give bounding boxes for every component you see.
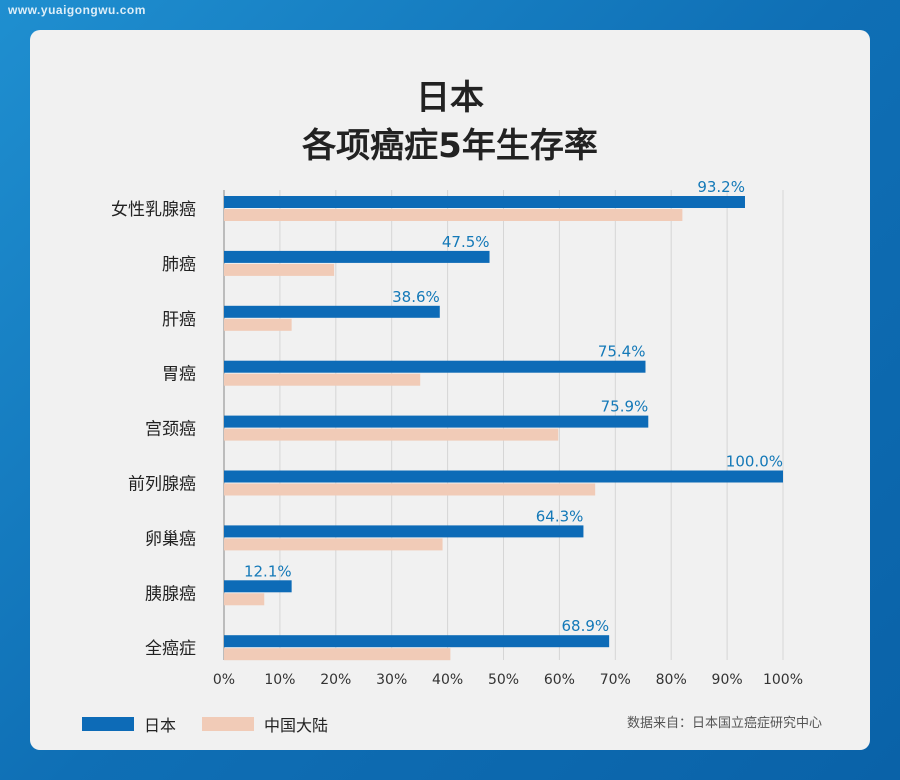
watermark: www.yuaigongwu.com [8,3,146,17]
x-tick-label: 10% [264,672,295,688]
category-label: 肺癌 [162,255,196,275]
x-tick-label: 30% [376,672,407,688]
data-label-japan: 38.6% [392,288,440,306]
bar-china [224,593,265,606]
bar-japan [224,196,745,208]
category-label: 卵巢癌 [145,529,196,549]
chart-title-line2: 各项癌症5年生存率 [302,126,598,166]
x-tick-label: 90% [712,672,743,688]
data-label-japan: 75.4% [598,343,646,361]
chart-title-line1: 日本 [416,78,484,118]
data-label-japan: 68.9% [561,617,609,635]
x-tick-label: 60% [544,672,575,688]
bar-china [224,373,421,386]
data-label-japan: 93.2% [697,178,745,196]
x-tick-label: 80% [656,672,687,688]
category-label: 胃癌 [162,365,196,385]
x-tick-label: 0% [213,672,235,688]
data-label-japan: 75.9% [601,398,649,416]
data-label-japan: 12.1% [244,562,292,580]
bar-china [224,318,292,331]
data-label-japan: 47.5% [442,233,490,251]
bar-japan [224,635,610,648]
legend-swatch-japan [82,717,134,731]
bar-japan [224,525,584,538]
legend-item-china: 中国大陆 [202,712,328,736]
bar-japan [224,250,490,263]
x-tick-label: 70% [600,672,631,688]
data-label-japan: 64.3% [536,507,584,525]
legend-label-china: 中国大陆 [264,716,329,735]
chart-card [30,30,870,750]
bar-japan [224,305,440,318]
bar-china [224,209,683,221]
x-tick-label: 20% [320,672,351,688]
bar-china [224,483,596,496]
category-label: 胰腺癌 [145,584,196,604]
category-label: 全癌症 [145,639,196,659]
data-label-japan: 100.0% [726,453,783,471]
legend-item-japan: 日本 [82,712,176,736]
bar-japan [224,470,783,483]
category-label: 前列腺癌 [128,475,196,495]
bar-japan [224,580,292,593]
legend-swatch-china [202,717,254,731]
legend-label-japan: 日本 [144,716,177,735]
x-tick-label: 40% [432,672,463,688]
category-label: 肝癌 [162,310,196,330]
bar-china [224,538,443,551]
category-label: 女性乳腺癌 [111,200,196,220]
x-tick-label: 100% [763,672,803,688]
bar-china [224,428,559,441]
x-tick-label: 50% [488,672,519,688]
category-label: 宫颈癌 [145,420,196,440]
bar-japan [224,415,649,428]
bar-japan [224,360,646,373]
bar-china [224,263,335,276]
data-source-note: 数据来自：日本国立癌症研究中心 [626,716,822,731]
bar-china [224,648,451,661]
